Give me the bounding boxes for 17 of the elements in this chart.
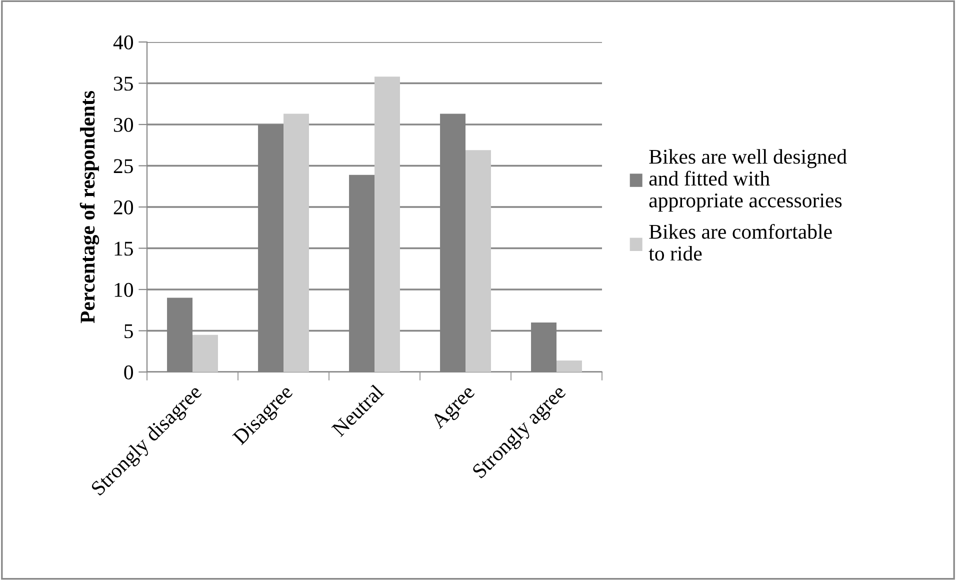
y-tick-label: 0 bbox=[124, 365, 134, 380]
y-tick-label: 10 bbox=[114, 282, 134, 297]
y-tick-label: 25 bbox=[114, 159, 133, 174]
bar bbox=[556, 360, 582, 372]
bar bbox=[284, 114, 309, 372]
y-axis-title: Percentage of respondents bbox=[80, 91, 100, 324]
legend-label: Bikes are comfortable to ride bbox=[648, 224, 832, 261]
legend-label: Bikes are well designed and fitted with appropriate accessories bbox=[649, 149, 847, 212]
y-tick-label: 5 bbox=[124, 324, 133, 338]
bar bbox=[374, 76, 400, 372]
y-tick-label: 30 bbox=[114, 118, 134, 132]
bar bbox=[192, 334, 218, 372]
bar bbox=[466, 150, 491, 372]
y-tick-label: 40 bbox=[113, 35, 134, 50]
y-tick-label: 20 bbox=[114, 200, 134, 214]
y-tick-label: 15 bbox=[114, 242, 133, 256]
y-tick-label: 35 bbox=[114, 76, 133, 91]
